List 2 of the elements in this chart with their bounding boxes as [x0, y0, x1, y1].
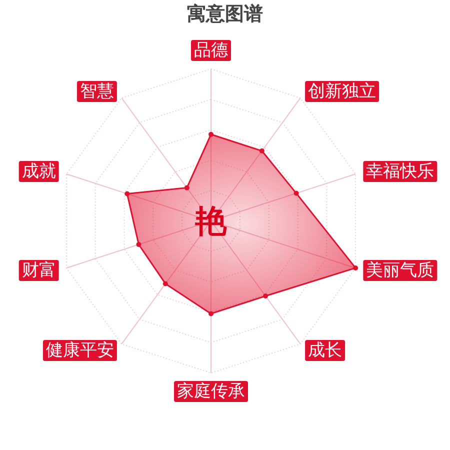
text: 艳 [194, 201, 228, 242]
chart-title: 寓意图谱 [186, 2, 264, 26]
